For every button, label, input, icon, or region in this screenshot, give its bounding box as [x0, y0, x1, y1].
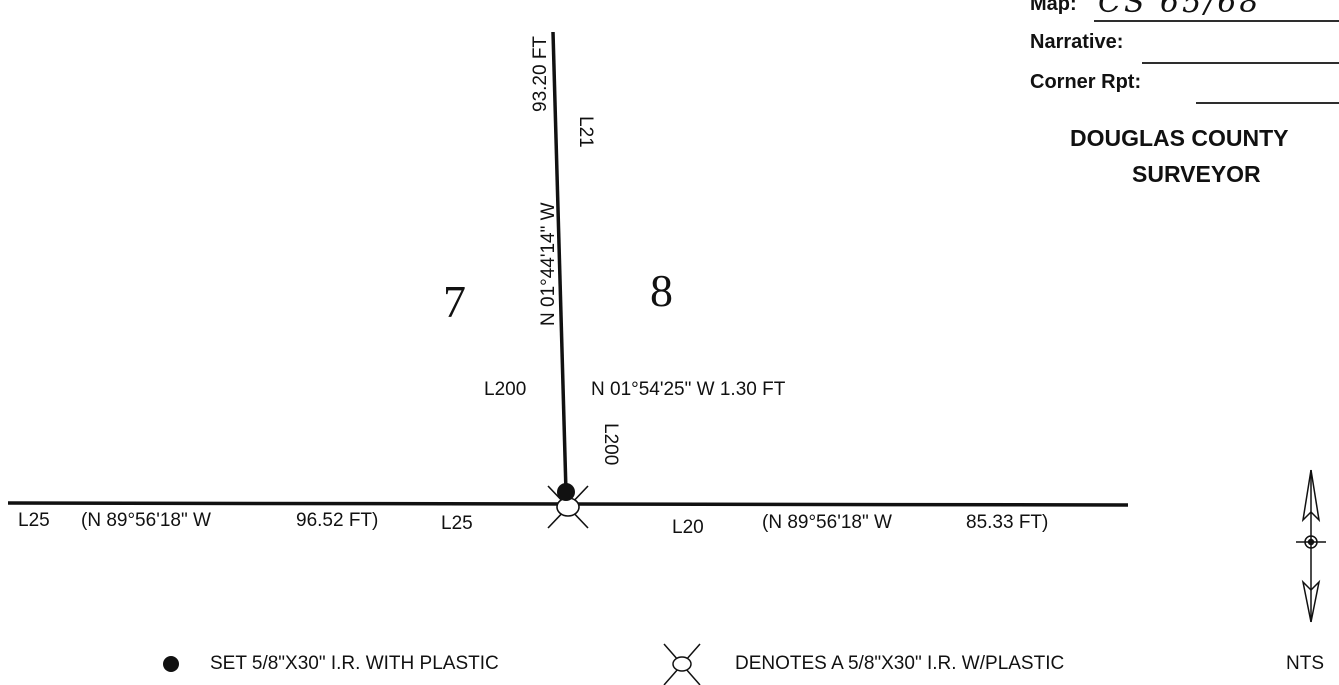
legend-found-pin-text: DENOTES A 5/8"X30" I.R. W/PLASTIC: [735, 653, 1065, 674]
l25-label-center: L25: [441, 513, 473, 534]
l25-record-distance: 96.52 FT): [296, 510, 379, 531]
map-label: Map:: [1030, 0, 1077, 15]
l20-record-bearing: (N 89°56'18" W: [762, 512, 892, 533]
narrative-label: Narrative:: [1030, 31, 1124, 53]
legend-found-pin-icon: [663, 643, 701, 685]
l20-label: L20: [672, 517, 704, 538]
set-pin-icon: [557, 483, 575, 501]
found-monument-icon: [547, 485, 589, 529]
scale-label: NTS: [1286, 653, 1324, 674]
l21-distance-label: 93.20 FT: [530, 35, 551, 112]
corner-rpt-label: Corner Rpt:: [1030, 71, 1142, 93]
office-title: DOUGLAS COUNTY: [1070, 125, 1289, 151]
map-value: CS 65/68: [1098, 0, 1262, 20]
l200-label: L200: [484, 379, 527, 400]
office-subtitle: SURVEYOR: [1132, 161, 1261, 187]
legend-set-pin-text: SET 5/8"X30" I.R. WITH PLASTIC: [210, 653, 499, 674]
legend-set-pin-icon: [163, 656, 179, 672]
l25-label-left: L25: [18, 510, 50, 531]
l20-record-distance: 85.33 FT): [966, 512, 1049, 533]
l25-record-bearing: (N 89°56'18" W: [81, 510, 211, 531]
l21-line-label: L21: [575, 116, 596, 148]
line-l21: [551, 31, 568, 493]
lot-number-west: 7: [443, 276, 466, 327]
lot-number-east: 8: [650, 265, 673, 316]
l200-line-label-vertical: L200: [600, 423, 621, 466]
l21-bearing-label: N 01°44'14" W: [538, 202, 559, 326]
north-arrow-icon: [1296, 469, 1326, 623]
l200-bearing-distance: N 01°54'25" W 1.30 FT: [591, 379, 786, 400]
